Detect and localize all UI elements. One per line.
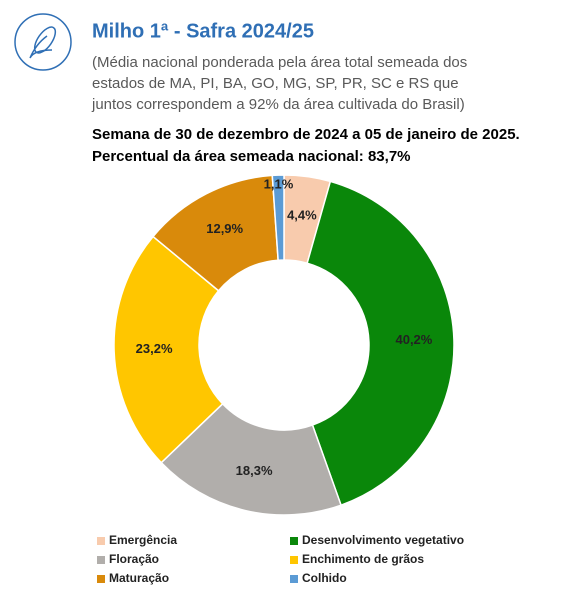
legend-label: Emergência [109,533,177,547]
legend-swatch [290,556,298,564]
subtitle: juntos correspondem a 92% da área cultiv… [91,96,465,113]
legend-label: Desenvolvimento vegetativo [302,533,464,547]
slice [160,402,342,516]
data-label: 18,3% [236,463,273,478]
legend-label: Floração [109,552,159,566]
data-label: 40,2% [395,332,432,347]
legend-label: Colhido [302,571,347,585]
subtitle: estados de MA, PI, BA, GO, MG, SP, PR, S… [92,75,459,92]
data-label: 23,2% [136,341,173,356]
slice [306,180,455,507]
legend-label: Enchimento de grãos [302,552,424,566]
legend-swatch [97,556,105,564]
legend-swatch [290,575,298,583]
legend-label: Maturação [109,571,169,585]
legend-swatch [97,575,105,583]
icon [14,13,72,71]
subtitle: (Média nacional ponderada pela área tota… [92,54,467,71]
data-label: 12,9% [206,221,243,236]
slice [113,235,224,464]
slice [271,174,285,262]
data-label: 1,1% [264,177,294,192]
legend-swatch [290,537,298,545]
heading: Semana de 30 de dezembro de 2024 a 05 de… [92,126,520,143]
chart-title: Milho 1ª - Safra 2024/25 [92,20,314,42]
legend-swatch [97,537,105,545]
heading: Percentual da área semeada nacional: 83,… [92,148,411,165]
data-label: 4,4% [287,208,317,223]
